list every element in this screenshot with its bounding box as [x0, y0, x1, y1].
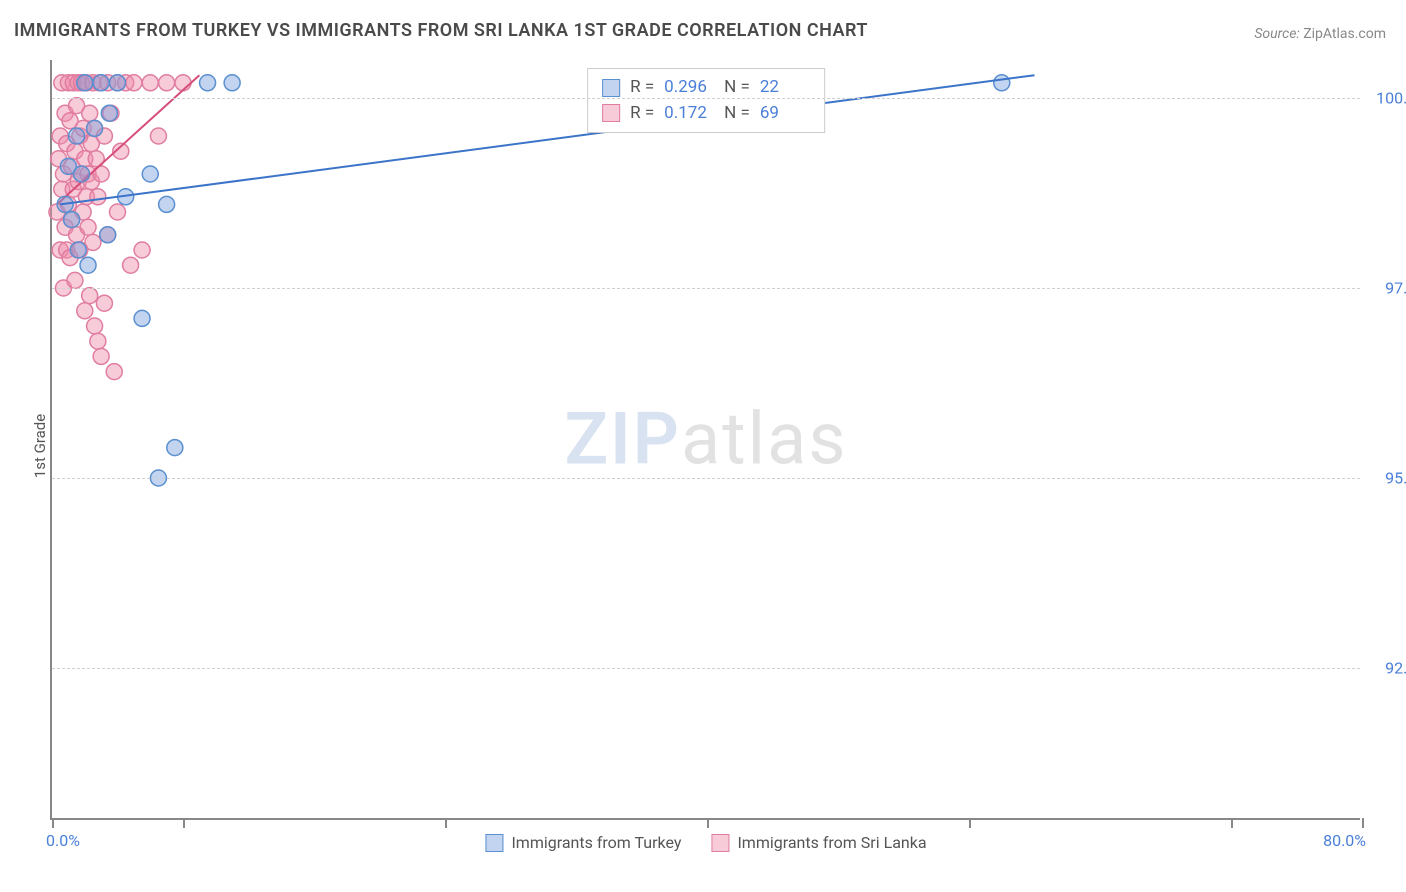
trend-line — [60, 75, 1034, 204]
x-tick — [707, 818, 709, 828]
x-tick — [969, 818, 971, 828]
scatter-svg — [52, 60, 1360, 818]
data-point — [87, 318, 103, 334]
gridline-h — [52, 288, 1360, 289]
source-prefix: Source: — [1254, 26, 1303, 42]
data-point — [123, 257, 139, 273]
data-point — [106, 364, 122, 380]
data-point — [77, 303, 93, 319]
x-tick — [1362, 818, 1364, 828]
data-point — [994, 75, 1010, 91]
n-label: N = — [724, 101, 750, 127]
source-attribution: Source: ZipAtlas.com — [1254, 26, 1386, 42]
data-point — [134, 310, 150, 326]
data-point — [134, 242, 150, 258]
data-point — [200, 75, 216, 91]
source-name: ZipAtlas.com — [1303, 26, 1386, 42]
x-tick — [445, 818, 447, 828]
data-point — [82, 105, 98, 121]
n-value-turkey: 22 — [760, 75, 810, 101]
y-tick-label: 100.0% — [1376, 89, 1406, 108]
x-axis-max-label: 80.0% — [1323, 831, 1366, 850]
x-tick — [183, 818, 185, 828]
gridline-h — [52, 478, 1360, 479]
data-point — [175, 75, 191, 91]
gridline-h — [52, 668, 1360, 669]
y-axis-label: 1st Grade — [31, 414, 49, 478]
data-point — [82, 288, 98, 304]
data-point — [80, 257, 96, 273]
legend-label-turkey: Immigrants from Turkey — [511, 833, 681, 852]
data-point — [96, 295, 112, 311]
y-tick-label: 92.5% — [1385, 659, 1406, 678]
r-label: R = — [630, 75, 654, 101]
chart-title: IMMIGRANTS FROM TURKEY VS IMMIGRANTS FRO… — [14, 20, 868, 41]
gridline-h — [52, 98, 1360, 99]
x-tick — [52, 818, 54, 828]
data-point — [90, 333, 106, 349]
stat-row-turkey: R = 0.296 N = 22 — [602, 75, 810, 101]
data-point — [110, 204, 126, 220]
x-axis-min-label: 0.0% — [46, 831, 80, 850]
r-label: R = — [630, 101, 654, 127]
data-point — [85, 234, 101, 250]
data-point — [110, 75, 126, 91]
plot-area: ZIPatlas 0.0% 80.0% R = 0.296 N = 22 R =… — [50, 60, 1360, 820]
data-point — [70, 242, 86, 258]
swatch-srilanka — [602, 104, 620, 122]
data-point — [224, 75, 240, 91]
swatch-turkey — [602, 79, 620, 97]
legend-swatch-turkey — [485, 834, 503, 852]
bottom-legend: Immigrants from Turkey Immigrants from S… — [485, 833, 926, 852]
x-tick — [1231, 818, 1233, 828]
legend-item-srilanka: Immigrants from Sri Lanka — [711, 833, 926, 852]
data-point — [67, 272, 83, 288]
data-point — [150, 128, 166, 144]
r-value-srilanka: 0.172 — [664, 101, 714, 127]
data-point — [159, 75, 175, 91]
data-point — [64, 212, 80, 228]
data-point — [159, 196, 175, 212]
legend-item-turkey: Immigrants from Turkey — [485, 833, 681, 852]
legend-label-srilanka: Immigrants from Sri Lanka — [737, 833, 926, 852]
data-point — [90, 189, 106, 205]
legend-swatch-srilanka — [711, 834, 729, 852]
data-point — [77, 75, 93, 91]
data-point — [93, 75, 109, 91]
data-point — [80, 219, 96, 235]
data-point — [93, 348, 109, 364]
data-point — [73, 166, 89, 182]
data-point — [142, 166, 158, 182]
data-point — [101, 105, 117, 121]
y-tick-label: 95.0% — [1385, 469, 1406, 488]
data-point — [142, 75, 158, 91]
correlation-stats-box: R = 0.296 N = 22 R = 0.172 N = 69 — [587, 68, 825, 133]
data-point — [100, 227, 116, 243]
data-point — [167, 440, 183, 456]
data-point — [87, 120, 103, 136]
r-value-turkey: 0.296 — [664, 75, 714, 101]
n-value-srilanka: 69 — [760, 101, 810, 127]
data-point — [126, 75, 142, 91]
y-tick-label: 97.5% — [1385, 279, 1406, 298]
stat-row-srilanka: R = 0.172 N = 69 — [602, 101, 810, 127]
n-label: N = — [724, 75, 750, 101]
data-point — [69, 128, 85, 144]
